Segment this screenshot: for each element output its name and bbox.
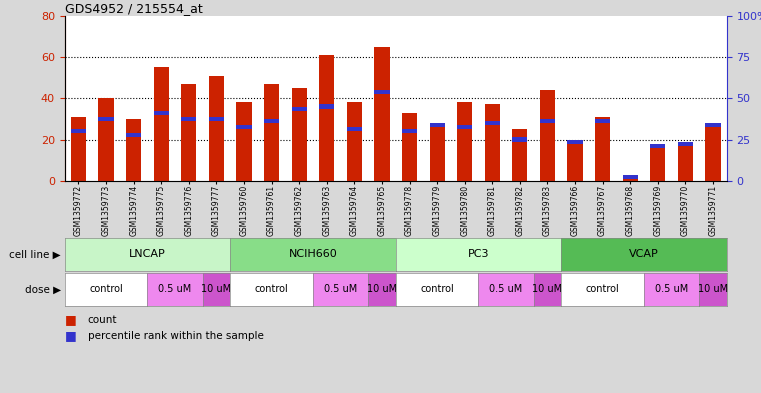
Text: percentile rank within the sample: percentile rank within the sample bbox=[88, 331, 263, 341]
Bar bbox=[181, 84, 196, 181]
Text: 0.5 uM: 0.5 uM bbox=[655, 285, 688, 294]
Bar bbox=[291, 88, 307, 181]
Bar bbox=[71, 129, 86, 133]
Text: cell line ▶: cell line ▶ bbox=[9, 250, 61, 259]
Text: dose ▶: dose ▶ bbox=[25, 285, 61, 294]
Bar bbox=[540, 90, 555, 181]
Bar bbox=[622, 176, 638, 181]
Bar bbox=[512, 129, 527, 181]
Text: control: control bbox=[89, 285, 123, 294]
Text: count: count bbox=[88, 315, 117, 325]
Bar bbox=[374, 90, 390, 94]
Bar bbox=[402, 129, 417, 133]
Bar bbox=[568, 140, 583, 143]
Bar bbox=[595, 117, 610, 181]
Bar bbox=[126, 119, 142, 181]
Bar bbox=[429, 123, 444, 181]
Bar bbox=[705, 123, 721, 127]
Text: 10 uM: 10 uM bbox=[698, 285, 728, 294]
Bar bbox=[678, 141, 693, 146]
Bar bbox=[319, 105, 334, 108]
Bar bbox=[71, 117, 86, 181]
Bar bbox=[429, 123, 444, 127]
Text: control: control bbox=[586, 285, 619, 294]
Text: control: control bbox=[255, 285, 288, 294]
Text: control: control bbox=[420, 285, 454, 294]
Bar bbox=[291, 107, 307, 111]
Bar bbox=[98, 117, 113, 121]
Bar bbox=[457, 125, 473, 129]
Text: 0.5 uM: 0.5 uM bbox=[489, 285, 523, 294]
Bar bbox=[678, 141, 693, 181]
Bar bbox=[485, 105, 500, 181]
Text: 10 uM: 10 uM bbox=[533, 285, 562, 294]
Bar bbox=[622, 174, 638, 179]
Bar bbox=[402, 113, 417, 181]
Bar bbox=[154, 110, 169, 115]
Bar bbox=[237, 125, 252, 129]
Text: VCAP: VCAP bbox=[629, 250, 659, 259]
Bar bbox=[457, 102, 473, 181]
Bar bbox=[512, 138, 527, 141]
Bar bbox=[485, 121, 500, 125]
Bar bbox=[126, 133, 142, 138]
Bar bbox=[568, 141, 583, 181]
Bar bbox=[264, 84, 279, 181]
Bar bbox=[347, 102, 362, 181]
Bar bbox=[374, 47, 390, 181]
Bar bbox=[209, 117, 224, 121]
Text: NCIH660: NCIH660 bbox=[288, 250, 337, 259]
Text: 10 uM: 10 uM bbox=[202, 285, 231, 294]
Bar bbox=[705, 127, 721, 181]
Text: ■: ■ bbox=[65, 329, 76, 342]
Bar bbox=[650, 143, 665, 148]
Bar bbox=[319, 55, 334, 181]
Bar bbox=[181, 117, 196, 121]
Bar bbox=[209, 75, 224, 181]
Bar bbox=[540, 119, 555, 123]
Text: 10 uM: 10 uM bbox=[367, 285, 397, 294]
Bar bbox=[264, 119, 279, 123]
Bar bbox=[650, 143, 665, 181]
Bar bbox=[347, 127, 362, 131]
Text: ■: ■ bbox=[65, 313, 76, 327]
Bar bbox=[595, 119, 610, 123]
Bar bbox=[237, 102, 252, 181]
Text: GDS4952 / 215554_at: GDS4952 / 215554_at bbox=[65, 2, 202, 15]
Text: 0.5 uM: 0.5 uM bbox=[324, 285, 357, 294]
Text: LNCAP: LNCAP bbox=[129, 250, 166, 259]
Text: PC3: PC3 bbox=[468, 250, 489, 259]
Bar bbox=[98, 98, 113, 181]
Text: 0.5 uM: 0.5 uM bbox=[158, 285, 192, 294]
Bar bbox=[154, 67, 169, 181]
